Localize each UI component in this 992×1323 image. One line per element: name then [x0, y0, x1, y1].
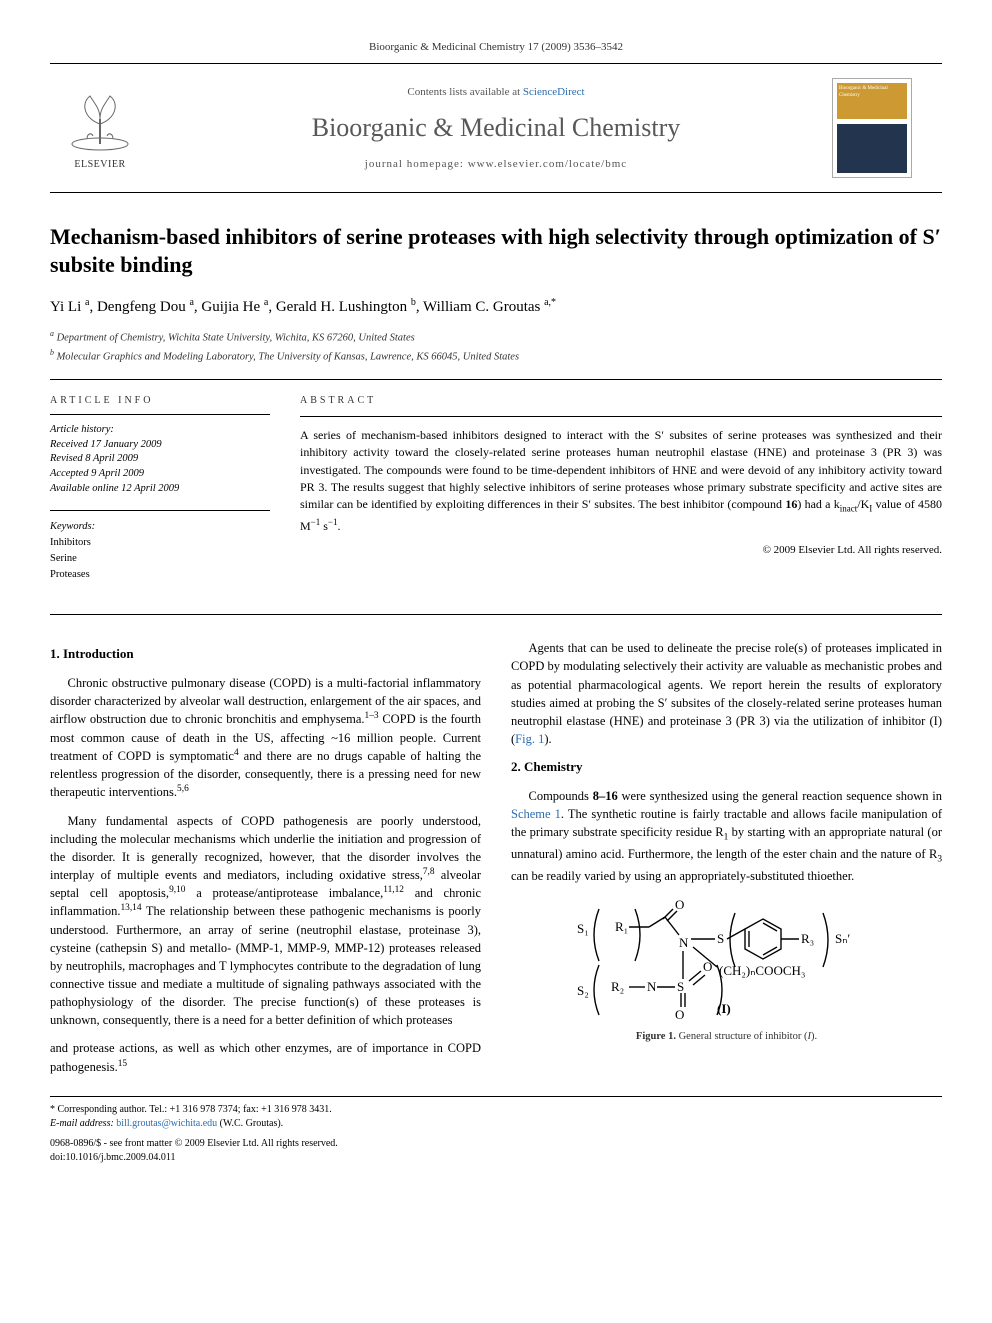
doi-block: 0968-0896/$ - see front matter © 2009 El…	[50, 1137, 478, 1165]
figure-1-structure: S₁ R₁ O N S₂ R₂ N	[567, 895, 887, 1025]
svg-text:N: N	[647, 979, 657, 994]
journal-cover-thumbnail: Bioorganic & Medicinal Chemistry	[832, 78, 912, 178]
keywords-label: Keywords:	[50, 519, 270, 535]
author-list: Yi Li a, Dengfeng Dou a, Guijia He a, Ge…	[50, 296, 942, 318]
elsevier-tree-icon	[65, 84, 135, 154]
abstract-copyright: © 2009 Elsevier Ltd. All rights reserved…	[300, 543, 942, 558]
cover-bottom	[837, 124, 907, 174]
svg-text:N: N	[679, 935, 689, 950]
running-head: Bioorganic & Medicinal Chemistry 17 (200…	[50, 40, 942, 55]
contents-prefix: Contents lists available at	[407, 86, 522, 98]
svg-text:O: O	[675, 1007, 684, 1022]
chemistry-paragraph-1: Compounds 8–16 were synthesized using th…	[511, 787, 942, 886]
fig1-label-name: (I)	[717, 1001, 731, 1016]
fig1-label-r3: R₃	[801, 931, 814, 946]
history-item: Accepted 9 April 2009	[50, 467, 270, 482]
abstract-heading: ABSTRACT	[300, 394, 942, 408]
abstract-text: A series of mechanism-based inhibitors d…	[300, 427, 942, 535]
history-item: Revised 8 April 2009	[50, 452, 270, 467]
article-info-heading: ARTICLE INFO	[50, 394, 270, 408]
contents-line: Contents lists available at ScienceDirec…	[180, 85, 812, 100]
corr-line: * Corresponding author. Tel.: +1 316 978…	[50, 1103, 478, 1117]
article-body: 1. Introduction Chronic obstructive pulm…	[50, 639, 942, 1076]
fig1-label-s2: S₂	[577, 983, 589, 998]
header-center: Contents lists available at ScienceDirec…	[180, 85, 812, 172]
fig1-label-r2: R₂	[611, 979, 624, 994]
figure-1-caption: Figure 1. General structure of inhibitor…	[511, 1029, 942, 1044]
sciencedirect-link[interactable]: ScienceDirect	[523, 86, 585, 98]
fig1-label-s1: S₁	[577, 921, 589, 936]
footnote-separator	[50, 1096, 942, 1097]
intro-paragraph-2: Many fundamental aspects of COPD pathoge…	[50, 812, 481, 1030]
intro-paragraph-4: Agents that can be used to delineate the…	[511, 639, 942, 748]
journal-header: ELSEVIER Contents lists available at Sci…	[50, 64, 942, 193]
svg-text:O: O	[675, 897, 684, 912]
history-item: Available online 12 April 2009	[50, 482, 270, 497]
svg-text:S: S	[677, 979, 684, 994]
keyword: Proteases	[50, 567, 270, 583]
front-matter-line: 0968-0896/$ - see front matter © 2009 El…	[50, 1137, 478, 1151]
article-history: Article history: Received 17 January 200…	[50, 423, 270, 496]
publisher-name: ELSEVIER	[74, 158, 125, 172]
article-title: Mechanism-based inhibitors of serine pro…	[50, 223, 942, 278]
email-line: E-mail address: bill.groutas@wichita.edu…	[50, 1117, 478, 1131]
corr-email-link[interactable]: bill.groutas@wichita.edu	[116, 1118, 217, 1129]
article-info-column: ARTICLE INFO Article history: Received 1…	[50, 394, 270, 596]
figure-1: S₁ R₁ O N S₂ R₂ N	[511, 895, 942, 1044]
affiliation-a: a Department of Chemistry, Wichita State…	[50, 328, 942, 346]
section-heading-intro: 1. Introduction	[50, 645, 481, 664]
doi-text: doi:10.1016/j.bmc.2009.04.011	[50, 1151, 478, 1165]
svg-text:S: S	[717, 931, 724, 946]
fig1-label-sn: Sₙ′	[835, 931, 850, 946]
fig1-label-r1: R₁	[615, 919, 628, 934]
keywords-block: Keywords: Inhibitors Serine Proteases	[50, 519, 270, 582]
history-label: Article history:	[50, 423, 270, 438]
affiliations: a Department of Chemistry, Wichita State…	[50, 328, 942, 365]
affiliation-b: b Molecular Graphics and Modeling Labora…	[50, 347, 942, 365]
journal-name: Bioorganic & Medicinal Chemistry	[180, 110, 812, 146]
keyword: Inhibitors	[50, 535, 270, 551]
intro-paragraph-1: Chronic obstructive pulmonary disease (C…	[50, 674, 481, 801]
fig1-label-chain: (CH₂)ₙCOOCH₃	[719, 963, 805, 978]
intro-paragraph-3: and protease actions, as well as which o…	[50, 1039, 481, 1075]
abstract-column: ABSTRACT A series of mechanism-based inh…	[300, 394, 942, 596]
cover-top: Bioorganic & Medicinal Chemistry	[837, 83, 907, 119]
keyword: Serine	[50, 551, 270, 567]
corresponding-author-footnote: * Corresponding author. Tel.: +1 316 978…	[50, 1103, 478, 1131]
publisher-logo: ELSEVIER	[60, 83, 140, 173]
history-item: Received 17 January 2009	[50, 438, 270, 453]
homepage-url[interactable]: www.elsevier.com/locate/bmc	[468, 158, 627, 170]
homepage-line: journal homepage: www.elsevier.com/locat…	[180, 157, 812, 172]
homepage-prefix: journal homepage:	[365, 158, 468, 170]
section-heading-chemistry: 2. Chemistry	[511, 758, 942, 777]
meta-abstract-block: ARTICLE INFO Article history: Received 1…	[50, 379, 942, 615]
